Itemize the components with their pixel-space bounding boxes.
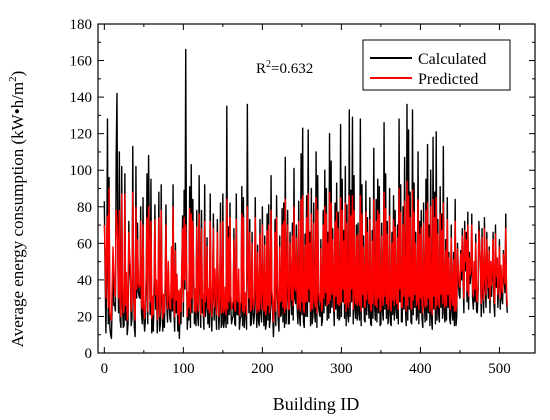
y-tick-label: 180 [70,17,93,33]
y-tick-label: 120 [70,127,93,143]
x-tick-label: 100 [172,361,195,377]
y-tick-label: 20 [77,309,92,325]
ticks-layer: 0 20 40 60 80 100 120 140 160 180 0 100 200 300 400 500 [70,17,535,377]
y-tick-label: 60 [77,236,92,252]
y-tick-label: 140 [70,90,93,106]
y-tick-label: 80 [77,200,92,216]
series-line-predicted [103,180,509,325]
x-tick-label: 300 [330,361,353,377]
x-tick-label: 0 [101,361,109,377]
x-tick-label: 400 [409,361,432,377]
r-squared-sup: 2 [266,59,271,70]
y-tick-label: 100 [70,163,93,179]
y-axis-label-sup: 2 [7,76,19,82]
legend-label-calculated: Calculated [418,51,486,68]
legend-box [362,39,511,91]
y-axis-label: Average energy consumption (kW•h/m2) [7,71,27,348]
y-tick-label: 0 [85,346,93,362]
y-axis-label-main: Average energy consumption (kW [8,113,27,347]
r-squared-value: =0.632 [271,61,313,77]
legend-label-predicted: Predicted [418,71,478,88]
x-axis-label: Building ID [273,394,360,414]
x-tick-label: 500 [488,361,511,377]
r-squared-annotation: R2=0.632 [256,59,313,77]
series-layer [103,48,509,340]
y-axis-label-bullet: • [8,108,27,114]
y-axis-label-close: ) [8,71,27,77]
y-axis-label-unit: h/m [8,82,27,108]
y-tick-label: 160 [70,54,93,70]
y-tick-label: 40 [77,273,92,289]
x-tick-label: 200 [251,361,274,377]
legend: Calculated Predicted [362,39,511,91]
r-squared-r: R [256,61,266,77]
